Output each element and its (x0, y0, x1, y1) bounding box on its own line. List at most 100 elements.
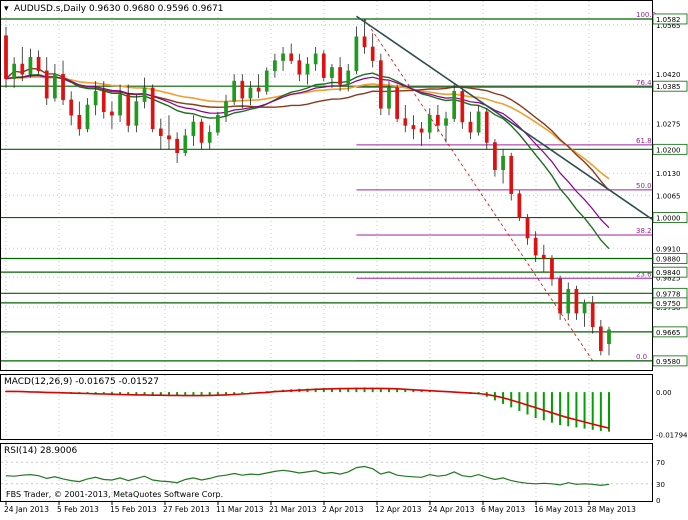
x-tick-label: 2 Apr 2013 (322, 505, 364, 514)
level-price-label: 0.9840 (656, 269, 681, 277)
level-price-tag (652, 266, 688, 278)
candle-up (216, 114, 220, 133)
candle-down (321, 53, 326, 78)
moving-averages (5, 67, 610, 250)
y-tick-label: 1.0130 (656, 170, 681, 178)
x-tick-label: 28 May 2013 (587, 505, 636, 514)
macd-tick-label: 0.00 (656, 389, 672, 397)
fib-level-label: 61.8 (636, 137, 652, 145)
level-price-label: 0.9880 (656, 256, 681, 264)
candle-down (525, 217, 530, 239)
level-price-label: 0.9750 (656, 300, 681, 308)
candle-up (232, 80, 237, 102)
candle-down (69, 99, 74, 116)
grid (1, 1, 652, 501)
candle-down (599, 326, 603, 351)
candle-up (427, 114, 432, 133)
candle-down (110, 111, 114, 116)
candle-up (134, 101, 139, 126)
rsi-tick-label: 30 (656, 481, 665, 489)
x-tick-label: 27 Feb 2013 (163, 505, 210, 514)
candle-up (387, 87, 391, 109)
copyright-text: FBS Trader, © 2001-2013, MetaQuotes Soft… (6, 490, 223, 499)
x-axis: 24 Jan 2013 5 Feb 2013 15 Feb 2013 27 Feb 2… (4, 501, 636, 514)
candle-up (582, 302, 587, 314)
candle-up (118, 94, 122, 116)
macd-tick-label: -0.01794 (656, 431, 688, 439)
y-tick-label: 1.0065 (656, 192, 681, 200)
candle-up (264, 70, 269, 92)
candle-down (362, 36, 367, 48)
rsi-title: RSI(14) 28.9006 (4, 446, 77, 456)
candle-down (150, 87, 155, 130)
candle-down (378, 60, 383, 109)
level-price-label: 1.0582 (656, 16, 681, 24)
fib-level-label: 100.0 (636, 11, 656, 19)
candle-up (313, 53, 318, 65)
candle-down (541, 254, 546, 259)
candle-down (44, 70, 49, 99)
candle-up (281, 53, 285, 61)
fib-level-label: 50.0 (636, 182, 652, 190)
x-tick-label: 5 Feb 2013 (57, 505, 99, 514)
level-price-label: 1.0385 (656, 83, 681, 91)
candle-down (20, 63, 25, 75)
candle-up (273, 60, 277, 72)
x-tick-label: 24 Apr 2013 (428, 505, 475, 514)
candle-down (199, 121, 204, 143)
level-price-tag (652, 212, 688, 223)
candle-down (411, 125, 416, 130)
x-tick-label: 15 Feb 2013 (110, 505, 157, 514)
level-price-label: 1.0200 (656, 146, 681, 154)
y-axis: 1.0565 1.0420 1.0275 1.0130 1.0065 0.9910 0.98… (652, 13, 688, 505)
ma-orange-line (5, 76, 610, 180)
candle-up (346, 70, 351, 85)
main-panel-frame (0, 0, 653, 371)
x-tick-label: 21 Mar 2013 (269, 505, 317, 514)
level-price-tag (652, 143, 688, 155)
candle-down (550, 258, 554, 280)
chart-title: AUDUSD.s,Daily 0.9630 0.9680 0.9596 0.96… (14, 4, 224, 14)
candle-down (460, 91, 465, 123)
candle-up (354, 36, 359, 72)
candle-up (53, 73, 57, 99)
candle-down (338, 67, 342, 85)
candle-down (158, 128, 163, 136)
candle-up (444, 118, 448, 126)
candle-up (12, 63, 16, 79)
candle-up (607, 329, 611, 345)
x-tick-label: 12 Apr 2013 (375, 505, 422, 514)
candle-down (574, 288, 579, 314)
candle-down (77, 114, 82, 130)
fib-anchor-line (364, 18, 594, 362)
level-price-tag (652, 297, 688, 309)
candle-down (289, 53, 294, 61)
candle-down (395, 87, 399, 119)
candle-up (452, 91, 457, 119)
candle-up (207, 132, 212, 143)
candle-down (126, 94, 131, 126)
y-tick-label: 1.0275 (656, 121, 681, 129)
candle-up (142, 87, 147, 102)
candle-down (370, 46, 375, 61)
candle-down (167, 135, 171, 140)
trendline-down (355, 15, 653, 220)
ma-brown-line (5, 67, 610, 191)
candle-up (28, 56, 33, 75)
rsi-panel-frame (0, 443, 653, 502)
candle-up (305, 63, 310, 75)
candle-down (256, 87, 261, 92)
candle-up (248, 87, 253, 99)
rsi-tick-label: 0 (656, 497, 660, 505)
trendlines (355, 15, 653, 220)
level-price-label: 0.9580 (656, 358, 681, 366)
candle-up (330, 67, 334, 78)
candle-down (419, 128, 424, 133)
level-price-tag (652, 253, 688, 264)
rsi-tick-label: 70 (656, 459, 665, 467)
level-price-label: 1.0000 (656, 215, 681, 223)
candles (4, 18, 611, 356)
macd-signal-line (6, 387, 610, 429)
